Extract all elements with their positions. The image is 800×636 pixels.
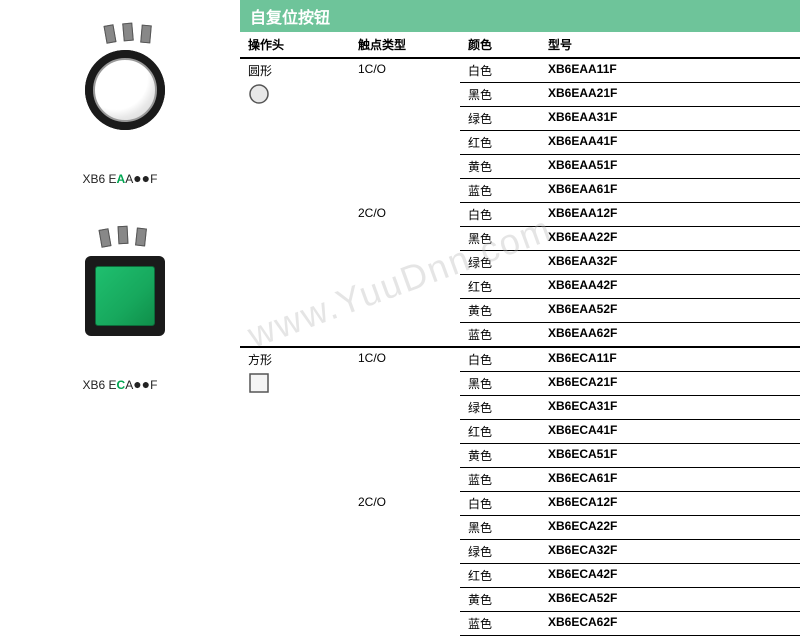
color-cell: 黑色 (460, 227, 540, 251)
model-cell: XB6ECA51F (540, 444, 800, 468)
product-round-image (50, 20, 190, 160)
contact-cell: 1C/O (350, 347, 460, 492)
head-label: 方形 (248, 351, 342, 368)
label-dots: ●● (133, 170, 150, 186)
contact-cell: 2C/O (350, 203, 460, 348)
color-cell: 白色 (460, 203, 540, 227)
product-square-block: XB6 ECA●●F (10, 226, 230, 392)
product-round-block: XB6 EAA●●F (10, 20, 230, 186)
color-cell: 红色 (460, 564, 540, 588)
color-cell: 绿色 (460, 540, 540, 564)
col-color: 颜色 (460, 32, 540, 58)
color-cell: 白色 (460, 58, 540, 83)
model-cell: XB6ECA62F (540, 612, 800, 636)
color-cell: 蓝色 (460, 179, 540, 203)
model-cell: XB6ECA31F (540, 396, 800, 420)
color-cell: 黑色 (460, 372, 540, 396)
color-cell: 黑色 (460, 83, 540, 107)
color-cell: 红色 (460, 420, 540, 444)
color-cell: 蓝色 (460, 323, 540, 348)
spec-table: 操作头 触点类型 颜色 型号 圆形1C/O白色XB6EAA11F黑色XB6EAA… (240, 32, 800, 636)
color-cell: 红色 (460, 275, 540, 299)
model-cell: XB6EAA12F (540, 203, 800, 227)
table-header-row: 操作头 触点类型 颜色 型号 (240, 32, 800, 58)
model-cell: XB6ECA12F (540, 492, 800, 516)
model-cell: XB6EAA21F (540, 83, 800, 107)
color-cell: 黄色 (460, 588, 540, 612)
model-cell: XB6EAA62F (540, 323, 800, 348)
model-cell: XB6EAA22F (540, 227, 800, 251)
col-contact: 触点类型 (350, 32, 460, 58)
circle-icon (248, 83, 342, 108)
label-suffix: F (150, 378, 157, 392)
table-row: 圆形1C/O白色XB6EAA11F (240, 58, 800, 83)
product-round-label: XB6 EAA●●F (10, 170, 230, 186)
model-cell: XB6EAA61F (540, 179, 800, 203)
model-cell: XB6ECA42F (540, 564, 800, 588)
contact-cell: 1C/O (350, 58, 460, 203)
label-prefix: XB6 E (83, 378, 117, 392)
title-bar: 自复位按钮 (240, 0, 800, 32)
model-cell: XB6ECA41F (540, 420, 800, 444)
label-green: C (117, 378, 126, 392)
color-cell: 绿色 (460, 396, 540, 420)
color-cell: 白色 (460, 492, 540, 516)
model-cell: XB6EAA32F (540, 251, 800, 275)
color-cell: 白色 (460, 347, 540, 372)
right-column: 自复位按钮 操作头 触点类型 颜色 型号 圆形1C/O白色XB6EAA11F黑色… (240, 0, 800, 636)
product-square-image (50, 226, 190, 366)
color-cell: 蓝色 (460, 612, 540, 636)
color-cell: 红色 (460, 131, 540, 155)
model-cell: XB6ECA52F (540, 588, 800, 612)
table-row: 方形1C/O白色XB6ECA11F (240, 347, 800, 372)
model-cell: XB6EAA41F (540, 131, 800, 155)
label-suffix: F (150, 172, 157, 186)
model-cell: XB6EAA31F (540, 107, 800, 131)
color-cell: 绿色 (460, 251, 540, 275)
model-cell: XB6EAA52F (540, 299, 800, 323)
model-cell: XB6EAA42F (540, 275, 800, 299)
model-cell: XB6ECA11F (540, 347, 800, 372)
color-cell: 黄色 (460, 155, 540, 179)
product-square-label: XB6 ECA●●F (10, 376, 230, 392)
square-icon (248, 372, 342, 397)
model-cell: XB6ECA32F (540, 540, 800, 564)
col-model: 型号 (540, 32, 800, 58)
label-dots: ●● (133, 376, 150, 392)
label-prefix: XB6 E (83, 172, 117, 186)
model-cell: XB6ECA22F (540, 516, 800, 540)
color-cell: 蓝色 (460, 468, 540, 492)
color-cell: 绿色 (460, 107, 540, 131)
model-cell: XB6EAA11F (540, 58, 800, 83)
model-cell: XB6ECA21F (540, 372, 800, 396)
left-column: XB6 EAA●●F XB6 ECA●●F (0, 0, 240, 564)
model-cell: XB6EAA51F (540, 155, 800, 179)
color-cell: 黄色 (460, 444, 540, 468)
head-cell: 方形 (240, 347, 350, 636)
col-head: 操作头 (240, 32, 350, 58)
model-cell: XB6ECA61F (540, 468, 800, 492)
color-cell: 黄色 (460, 299, 540, 323)
label-green: A (117, 172, 126, 186)
head-label: 圆形 (248, 62, 342, 79)
head-cell: 圆形 (240, 58, 350, 347)
color-cell: 黑色 (460, 516, 540, 540)
